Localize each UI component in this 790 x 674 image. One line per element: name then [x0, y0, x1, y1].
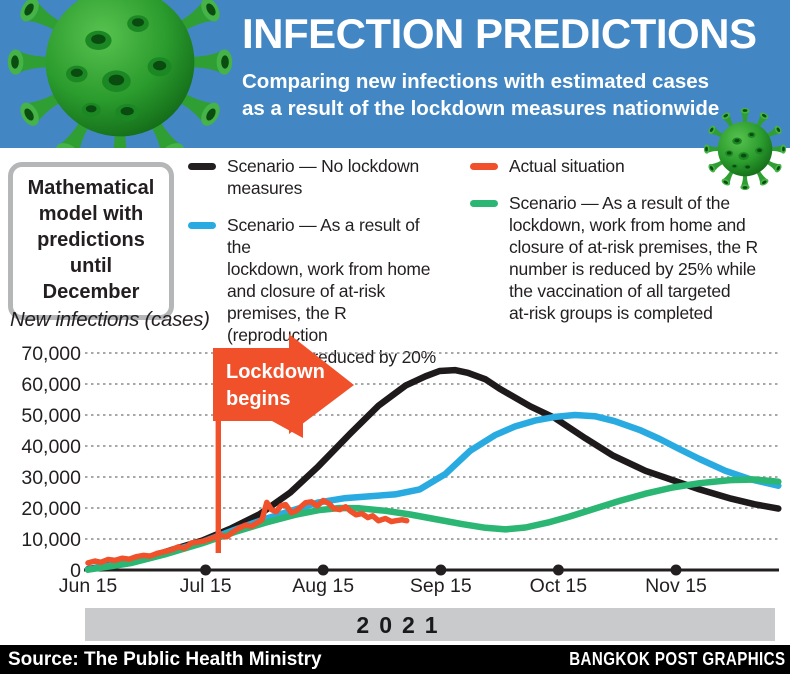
legend-item-actual: Actual situation [470, 155, 770, 177]
footer: Source: The Public Health Ministry BANGK… [0, 645, 790, 674]
y-axis-title: New infections (cases) [10, 308, 210, 331]
x-tick-dot [670, 564, 682, 576]
legend-line-swatch [188, 163, 216, 170]
legend-item-label: Scenario — No lockdown measures [227, 156, 420, 198]
y-tick-label: 60,000 [21, 374, 81, 396]
legend-item-r-minus-25: Scenario — As a result of the lockdown, … [470, 192, 770, 324]
x-tick-dot [552, 564, 564, 576]
series-line-2 [84, 476, 782, 573]
legend-item-label: Scenario — As a result of the lockdown, … [509, 193, 758, 323]
x-tick-label: Jul 15 [180, 575, 232, 597]
x-tick-label: Oct 15 [530, 575, 588, 597]
legend-item-label: Actual situation [509, 156, 625, 176]
y-tick-label: 70,000 [21, 343, 81, 365]
lockdown-flag: Lockdown begins [213, 334, 354, 553]
chart-plot-area: 70,000 60,000 50,000 40,000 30,000 20,000 10,0… [21, 343, 782, 597]
coronavirus-icon-large [0, 0, 268, 148]
legend-item-no-lockdown: Scenario — No lockdown measures [188, 155, 443, 199]
x-tick-label: Sep 15 [410, 575, 472, 597]
lockdown-date-line [215, 421, 221, 553]
x-tick-dot [200, 564, 212, 576]
y-tick-label: 50,000 [21, 405, 81, 427]
legend-line-swatch [470, 163, 498, 170]
lockdown-flag-arrow [213, 334, 354, 434]
y-tick-label: 20,000 [21, 498, 81, 520]
banner: INFECTION PREDICTIONS Comparing new infe… [0, 0, 790, 148]
x-tick-dot [317, 564, 329, 576]
coronavirus-icon-small [700, 104, 790, 194]
y-tick-label: 10,000 [21, 529, 81, 551]
chart-svg: 70,000 60,000 50,000 40,000 30,000 20,000 10,0… [21, 334, 782, 597]
legend-line-swatch [188, 222, 216, 229]
lockdown-flag-label-line1: Lockdown [226, 361, 325, 383]
page-title: INFECTION PREDICTIONS [242, 10, 757, 57]
x-tick-label: Nov 15 [645, 575, 707, 597]
model-note-box: Mathematical model with predictions unti… [8, 162, 174, 320]
x-tick-dot [435, 564, 447, 576]
year-label: 2021 [356, 612, 448, 638]
legend-column-right: Actual situation Scenario — As a result … [470, 155, 770, 339]
legend-line-swatch [470, 200, 498, 207]
y-tick-label: 40,000 [21, 436, 81, 458]
y-tick-label: 0 [70, 560, 81, 582]
year-bar: 2021 [85, 608, 775, 641]
source-credit: Source: The Public Health Ministry [8, 648, 322, 670]
x-tick-label: Aug 15 [292, 575, 354, 597]
page-subtitle: Comparing new infections with estimated … [242, 70, 720, 120]
lockdown-flag-label-line2: begins [226, 388, 290, 410]
y-tick-label: 30,000 [21, 467, 81, 489]
publisher-credit: BANGKOK POST GRAPHICS [569, 649, 786, 669]
series-line-3 [85, 497, 410, 566]
lockdown-flag-tail [272, 421, 303, 438]
x-tick-label: Jun 15 [59, 575, 118, 597]
